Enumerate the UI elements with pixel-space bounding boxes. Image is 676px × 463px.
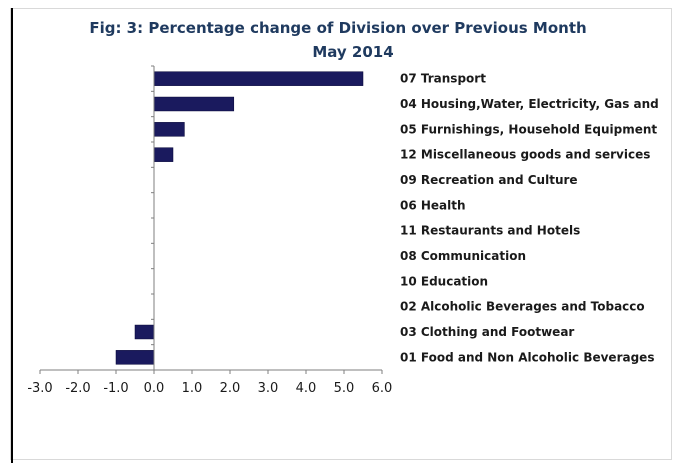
category-label: 01 Food and Non Alcoholic Beverages bbox=[400, 350, 654, 364]
bar bbox=[153, 96, 235, 112]
x-tick-label: -1.0 bbox=[103, 381, 128, 396]
category-label: 05 Furnishings, Household Equipment bbox=[400, 122, 657, 136]
x-tick-label: 4.0 bbox=[296, 381, 317, 396]
category-label: 07 Transport bbox=[400, 72, 486, 86]
x-tick-label: 2.0 bbox=[220, 381, 241, 396]
tick-labels-group: -3.0 -2.0 -1.0 0.0 1.0 2.0 3.0 4.0 5.0 6.0 bbox=[27, 381, 392, 396]
x-tick-label: 5.0 bbox=[334, 381, 355, 396]
category-label: 06 Health bbox=[400, 198, 466, 212]
x-tick-label: 0.0 bbox=[144, 381, 165, 396]
bar bbox=[115, 350, 155, 365]
category-labels-group: 07 Transport 04 Housing,Water, Electricit… bbox=[400, 72, 659, 365]
category-label: 03 Clothing and Footwear bbox=[400, 325, 574, 339]
category-label: 12 Miscellaneous goods and services bbox=[400, 148, 650, 162]
chart-subtitle: May 2014 bbox=[312, 43, 394, 61]
bar bbox=[153, 147, 174, 162]
bar bbox=[134, 324, 155, 340]
x-tick-label: 3.0 bbox=[258, 381, 279, 396]
category-label: 02 Alcoholic Beverages and Tobacco bbox=[400, 300, 645, 314]
category-label: 04 Housing,Water, Electricity, Gas and bbox=[400, 97, 659, 111]
axes-group bbox=[39, 65, 383, 374]
bar bbox=[153, 122, 185, 137]
bar bbox=[153, 71, 364, 86]
category-label: 10 Education bbox=[400, 274, 488, 288]
x-tick-label: 1.0 bbox=[182, 381, 203, 396]
x-tick-label: 6.0 bbox=[372, 381, 393, 396]
frame-edge bbox=[11, 8, 13, 463]
bars-group bbox=[115, 71, 364, 365]
x-tick-label: -2.0 bbox=[65, 381, 90, 396]
chart-title: Fig: 3: Percentage change of Division ov… bbox=[89, 19, 587, 37]
category-label: 09 Recreation and Culture bbox=[400, 173, 578, 187]
category-label: 11 Restaurants and Hotels bbox=[400, 224, 580, 238]
x-tick-label: -3.0 bbox=[27, 381, 52, 396]
category-label: 08 Communication bbox=[400, 249, 526, 263]
